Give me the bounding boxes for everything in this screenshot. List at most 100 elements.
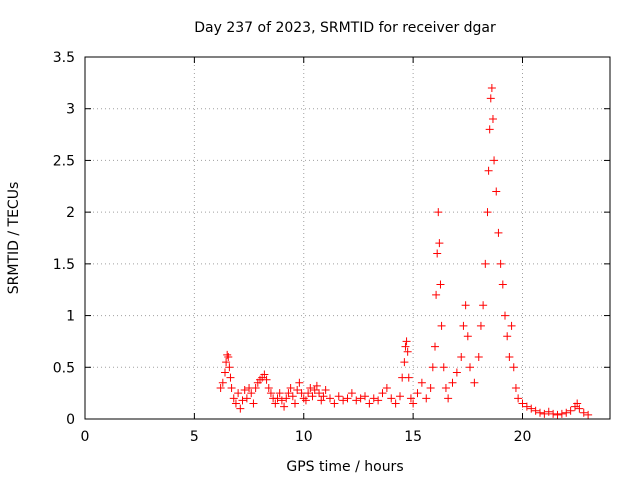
data-point — [485, 125, 494, 134]
data-point — [439, 363, 448, 372]
data-point — [466, 363, 474, 372]
data-point — [463, 332, 472, 341]
data-point — [339, 396, 348, 405]
y-axis-label: SRMTID / TECUs — [6, 182, 22, 295]
data-point — [511, 383, 520, 392]
data-point — [470, 378, 479, 387]
data-point — [317, 396, 326, 405]
data-point — [391, 399, 400, 408]
data-point — [501, 311, 509, 320]
data-point — [584, 410, 593, 419]
x-tick-label: 5 — [190, 429, 199, 445]
data-point — [479, 301, 488, 310]
data-point — [404, 373, 413, 382]
data-point — [579, 408, 588, 417]
data-point — [422, 394, 431, 403]
data-point — [277, 396, 286, 405]
y-tick-label: 1.5 — [53, 257, 75, 273]
axis-ticks: 0 5 10 15 20 0 0.5 1 1.5 2 2.5 3 3.5 — [53, 50, 610, 445]
data-point — [315, 389, 324, 398]
data-point — [417, 378, 426, 387]
data-point — [216, 383, 225, 392]
data-point — [483, 208, 492, 217]
data-point — [284, 389, 293, 398]
data-point — [249, 399, 258, 408]
data-point — [361, 392, 369, 401]
data-point — [540, 409, 549, 418]
data-point — [334, 392, 343, 401]
data-point — [536, 408, 544, 417]
data-point — [573, 399, 582, 408]
data-point — [273, 394, 282, 403]
data-point — [457, 352, 466, 361]
data-point — [310, 386, 319, 395]
data-point — [374, 396, 383, 405]
x-tick-label: 10 — [295, 429, 313, 445]
data-point — [291, 399, 299, 408]
y-tick-label: 3 — [66, 102, 75, 118]
y-tick-label: 1 — [66, 309, 75, 325]
data-point — [275, 389, 284, 398]
data-point — [234, 389, 243, 398]
data-point — [459, 321, 468, 330]
data-point — [280, 402, 289, 411]
data-point — [396, 392, 404, 401]
data-point — [544, 407, 553, 416]
data-point — [312, 381, 321, 390]
data-point — [227, 383, 236, 392]
data-point — [402, 337, 411, 346]
data-point — [308, 392, 317, 401]
data-point — [522, 402, 531, 411]
data-point — [474, 352, 483, 361]
data-point — [378, 389, 387, 398]
y-tick-label: 0.5 — [53, 360, 75, 376]
data-point — [507, 321, 516, 330]
data-point — [503, 332, 512, 341]
data-point — [223, 350, 232, 359]
data-point — [299, 394, 308, 403]
data-point — [251, 383, 260, 392]
data-point — [413, 389, 422, 398]
data-point — [518, 399, 527, 408]
data-point — [236, 404, 245, 413]
x-tick-label: 0 — [81, 429, 90, 445]
data-point — [452, 368, 461, 377]
data-point — [262, 375, 271, 384]
data-point — [293, 386, 302, 395]
data-point — [304, 389, 313, 398]
data-point — [238, 396, 247, 405]
data-point — [496, 259, 505, 268]
data-point — [282, 394, 291, 403]
x-tick-label: 15 — [404, 429, 422, 445]
data-point — [247, 389, 256, 398]
data-point — [242, 394, 251, 403]
data-point — [301, 396, 310, 405]
data-point — [575, 404, 584, 413]
data-point — [434, 208, 443, 217]
data-point — [514, 394, 523, 403]
data-point — [295, 378, 304, 387]
data-point — [403, 347, 412, 356]
data-point — [352, 396, 361, 405]
data-point — [436, 280, 445, 289]
data-point — [356, 394, 365, 403]
data-point — [494, 228, 503, 237]
chart-title: Day 237 of 2023, SRMTID for receiver dga… — [194, 20, 496, 36]
data-point — [400, 358, 409, 367]
data-point — [264, 383, 273, 392]
x-tick-label: 20 — [514, 429, 532, 445]
data-point — [286, 383, 295, 392]
data-point — [266, 389, 275, 398]
data-point — [486, 94, 495, 103]
data-point — [369, 394, 378, 403]
data-point — [509, 363, 518, 372]
data-point — [490, 156, 499, 165]
data-point — [557, 409, 566, 418]
y-tick-label: 2.5 — [53, 153, 75, 169]
data-point — [319, 392, 328, 401]
data-point — [505, 352, 514, 361]
data-point — [476, 321, 485, 330]
data-point — [492, 187, 501, 196]
x-axis-label: GPS time / hours — [286, 459, 403, 475]
